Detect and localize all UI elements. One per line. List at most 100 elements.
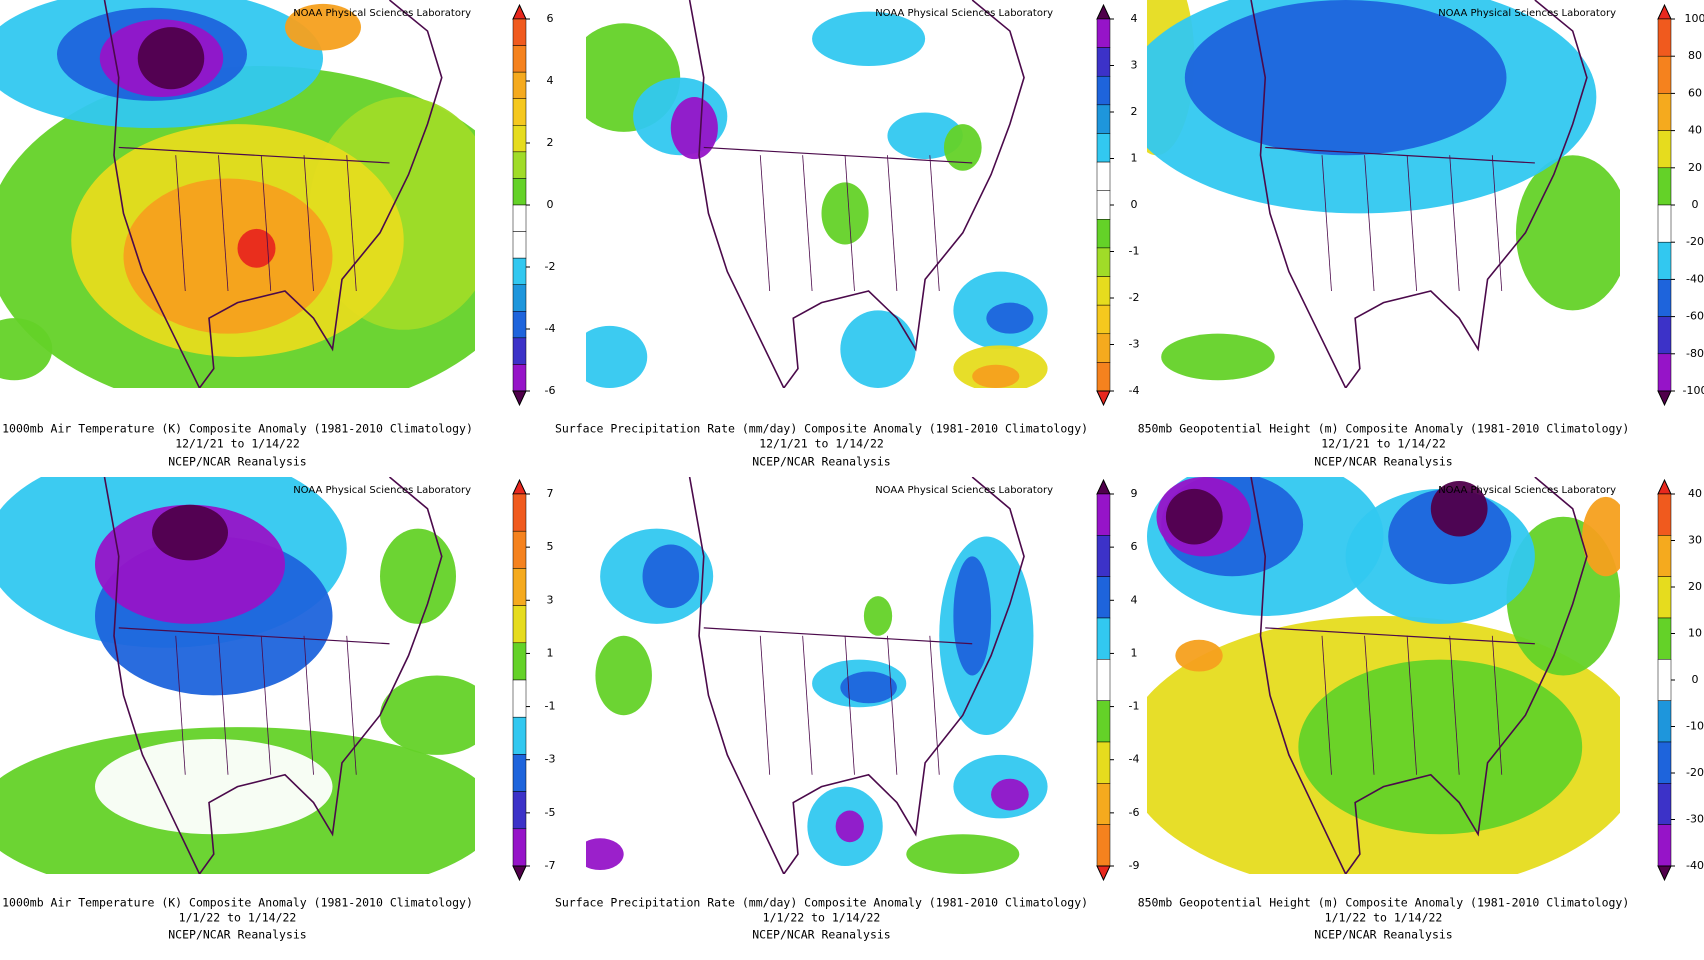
state-line xyxy=(759,635,771,775)
anomaly-region xyxy=(1184,0,1507,156)
map xyxy=(0,477,475,874)
colorbar-segment xyxy=(512,98,527,126)
state-line xyxy=(844,635,855,775)
colorbar-tick-label: 2 xyxy=(547,136,554,149)
colorbar-segment xyxy=(512,178,527,206)
colorbar-tick-label: 4 xyxy=(547,74,554,87)
state-line xyxy=(303,635,314,775)
caption: 1/1/22 to 1/14/22 xyxy=(1325,911,1443,925)
state-line xyxy=(303,155,314,292)
colorbar-tick-label: 6 xyxy=(547,12,554,25)
colorbar-segment xyxy=(1096,700,1111,743)
caption: 1/1/22 to 1/14/22 xyxy=(179,911,297,925)
colorbar-tick-label: 3 xyxy=(547,593,554,606)
credit: NOAA Physical Sciences Laboratory xyxy=(1438,8,1616,19)
colorbar-segment xyxy=(512,125,527,153)
colorbar-segment xyxy=(512,642,527,681)
anomaly-region xyxy=(986,302,1034,334)
anomaly-region xyxy=(152,504,228,561)
colorbar-tick-label: 4 xyxy=(1131,593,1138,606)
colorbar-segment xyxy=(1657,535,1672,577)
panel: NOAA Physical Sciences Laboratory 6 4 2 0 -2 -… xyxy=(0,0,556,469)
colorbar-segment xyxy=(1657,493,1672,536)
state-line xyxy=(759,155,771,292)
colorbar-segment xyxy=(1096,824,1111,867)
colorbar-segment xyxy=(1096,576,1111,619)
colorbar-segment xyxy=(512,18,527,46)
colorbar-segment xyxy=(1096,493,1111,536)
colorbar-tick-label: -2 xyxy=(545,260,556,273)
credit: NOAA Physical Sciences Laboratory xyxy=(875,8,1053,19)
caption: 1/1/22 to 1/14/22 xyxy=(763,911,881,925)
colorbar-segment xyxy=(512,364,527,392)
state-line xyxy=(802,155,813,292)
colorbar-segment xyxy=(1096,219,1111,249)
colorbar-segment xyxy=(1657,279,1672,317)
colorbar-arrow-top xyxy=(1657,3,1672,20)
colorbar-tick-label: 40 xyxy=(1688,487,1702,500)
state-line xyxy=(1321,635,1332,775)
border xyxy=(703,627,973,645)
colorbar-tick-label: 4 xyxy=(1131,12,1138,25)
state-line xyxy=(218,635,229,775)
caption: NCEP/NCAR Reanalysis xyxy=(1314,928,1452,942)
state-line xyxy=(1364,155,1375,292)
colorbar-segment xyxy=(1096,161,1111,191)
colorbar-tick-label: -20 xyxy=(1686,766,1704,779)
state-line xyxy=(175,635,186,775)
anomaly-region xyxy=(840,671,897,704)
anomaly-region xyxy=(991,778,1029,811)
caption: NCEP/NCAR Reanalysis xyxy=(1314,455,1452,469)
anomaly-region xyxy=(863,596,893,636)
colorbar-tick-label: -100 xyxy=(1683,384,1704,397)
colorbar-segment xyxy=(512,257,527,285)
colorbar-segment xyxy=(512,337,527,365)
state-line xyxy=(802,635,813,775)
coastline xyxy=(103,477,443,874)
colorbar-tick-label: 3 xyxy=(1131,59,1138,72)
colorbar-segment xyxy=(1096,18,1111,48)
map xyxy=(1147,0,1620,388)
state-line xyxy=(844,155,855,292)
anomaly-region xyxy=(595,635,652,716)
colorbar-tick-label: -40 xyxy=(1686,859,1704,872)
colorbar-tick-label: -60 xyxy=(1686,310,1704,323)
colorbar-segment xyxy=(512,284,527,312)
colorbar-tick-label: 80 xyxy=(1688,49,1702,62)
anomaly-region xyxy=(972,364,1020,388)
map xyxy=(0,0,475,388)
colorbar-tick-label: -1 xyxy=(1129,700,1140,713)
coastline xyxy=(103,0,443,388)
colorbar-tick-label: -40 xyxy=(1686,272,1704,285)
colorbar-segment xyxy=(1096,75,1111,106)
colorbar-arrow-bottom xyxy=(1657,865,1672,882)
colorbar-segment xyxy=(512,828,527,867)
caption: 1000mb Air Temperature (K) Composite Ano… xyxy=(2,422,473,436)
anomaly-region xyxy=(0,318,53,381)
anomaly-region xyxy=(137,27,205,90)
caption: 12/1/21 to 1/14/22 xyxy=(759,437,884,451)
colorbar-segment xyxy=(1096,304,1111,335)
colorbar-segment xyxy=(1657,824,1672,867)
colorbar-segment xyxy=(1096,333,1111,363)
caption: 12/1/21 to 1/14/22 xyxy=(1321,437,1446,451)
colorbar-segment xyxy=(1096,659,1111,701)
caption: 12/1/21 to 1/14/22 xyxy=(175,437,300,451)
colorbar-tick-label: -1 xyxy=(1129,245,1140,258)
state-line xyxy=(1321,155,1332,292)
colorbar-tick-label: 1 xyxy=(1131,152,1138,165)
credit: NOAA Physical Sciences Laboratory xyxy=(293,485,471,496)
colorbar-segment xyxy=(1657,617,1672,660)
anomaly-region xyxy=(380,675,475,755)
colorbar-segment xyxy=(512,45,527,73)
colorbar-segment xyxy=(512,231,527,259)
state-line xyxy=(1406,155,1418,292)
colorbar-tick-label: 10 xyxy=(1688,627,1702,640)
colorbar-segment xyxy=(512,311,527,339)
colorbar-tick-label: 20 xyxy=(1688,161,1702,174)
state-line xyxy=(1449,635,1460,775)
state-line xyxy=(1406,635,1418,775)
anomaly-region xyxy=(943,124,982,171)
anomaly-region xyxy=(586,838,624,871)
colorbar-tick-label: -6 xyxy=(545,384,556,397)
